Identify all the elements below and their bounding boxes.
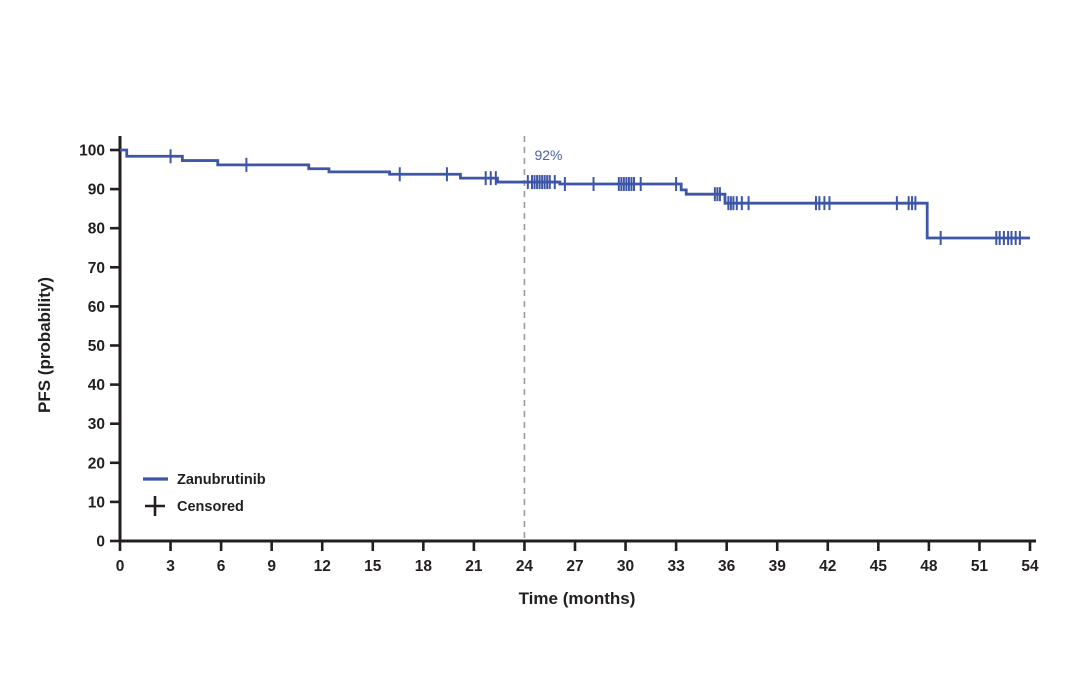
y-tick-label: 20 [88,455,105,472]
y-tick-label: 40 [88,377,105,394]
x-tick-label: 3 [166,558,175,575]
x-tick-label: 51 [971,558,989,575]
y-tick-label: 70 [88,260,105,277]
y-tick-label: 60 [88,299,105,316]
censor-marks [169,149,1021,245]
x-tick-label: 36 [718,558,736,575]
y-tick-label: 80 [88,221,105,238]
x-tick-label: 42 [819,558,836,575]
legend-label-censored: Censored [177,499,244,515]
y-tick-label: 50 [88,338,105,355]
x-tick-label: 18 [415,558,433,575]
censored-plus-icon [145,496,165,516]
y-tick-label: 90 [88,182,105,199]
km-curve-zanubrutinib [120,148,1030,240]
x-tick-label: 24 [516,558,534,575]
x-axis-title: Time (months) [519,589,636,608]
x-tick-label: 6 [217,558,226,575]
y-tick-label: 100 [79,143,105,160]
x-tick-label: 21 [465,558,483,575]
y-axis-title: PFS (probability) [35,277,54,413]
x-axis-ticks: 0 3 6 9 12 15 18 21 24 27 30 33 36 39 42 45 48 51 54 [116,541,1039,575]
x-tick-label: 54 [1021,558,1039,575]
y-tick-label: 0 [96,534,105,551]
x-tick-label: 15 [364,558,382,575]
y-axis-ticks: 0 10 20 30 40 50 60 70 80 90 100 [79,143,120,551]
x-tick-label: 12 [314,558,331,575]
x-tick-label: 9 [267,558,276,575]
legend: Zanubrutinib Censored [143,472,266,516]
legend-label-zanubrutinib: Zanubrutinib [177,472,266,488]
y-tick-label: 30 [88,416,105,433]
x-tick-label: 39 [769,558,787,575]
x-tick-label: 48 [920,558,938,575]
landmark-annotation: 92% [534,147,562,163]
x-tick-label: 27 [566,558,583,575]
x-tick-label: 45 [870,558,888,575]
y-tick-label: 10 [88,494,105,511]
x-tick-label: 0 [116,558,125,575]
x-tick-label: 30 [617,558,634,575]
x-tick-label: 33 [667,558,685,575]
